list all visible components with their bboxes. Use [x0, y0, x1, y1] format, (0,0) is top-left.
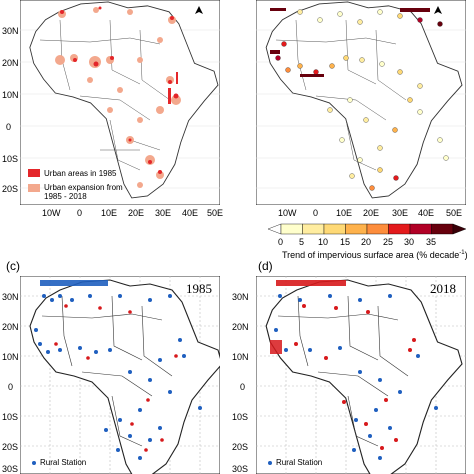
colorbar-title: Trend of impervious surface area (% deca…	[282, 250, 468, 260]
b-lon-20e: 20E	[363, 208, 380, 218]
north-arrow-a	[195, 6, 203, 14]
c-lat-30s: 30S	[2, 464, 19, 474]
panel-a-borders	[39, 19, 171, 171]
cbar-tick-5: 5	[299, 237, 305, 247]
d-lat-20s: 20S	[232, 442, 249, 452]
legend-c-rural-marker	[32, 461, 36, 465]
a-lon-10e: 10E	[101, 208, 118, 218]
a-lat-0: 0	[6, 122, 12, 132]
legend-c-rural-label: Rural Station	[40, 458, 87, 467]
b-lon-50e: 50E	[446, 208, 463, 218]
d-lat-10s: 10S	[232, 412, 249, 422]
cbar-tick-20: 20	[361, 237, 372, 247]
c-lat-20n: 20N	[2, 322, 19, 332]
b-lon-0: 0	[313, 208, 319, 218]
legend-a-urban-label: Urban areas in 1985	[44, 169, 117, 178]
legend-a-expansion-swatch	[28, 184, 40, 192]
d-lat-30s: 30S	[232, 464, 249, 474]
a-lon-50e: 50E	[207, 208, 224, 218]
c-lat-10n: 10N	[2, 352, 19, 362]
panel-c-map	[20, 276, 220, 474]
d-lat-10n: 10N	[232, 352, 249, 362]
a-lon-30e: 30E	[155, 208, 172, 218]
c-lat-10s: 10S	[2, 412, 19, 422]
b-lon-30e: 30E	[392, 208, 409, 218]
a-lat-10s: 10S	[2, 154, 19, 164]
b-lon-40e: 40E	[418, 208, 435, 218]
panel-c-label: (c)	[6, 259, 20, 273]
cbar-tick-15: 15	[340, 237, 351, 247]
panel-b-trend-points	[275, 9, 449, 191]
d-lat-0: 0	[240, 382, 246, 392]
colorbar-title-main: Trend of impervious surface area (% deca…	[282, 250, 460, 260]
d-lat-20n: 20N	[232, 322, 249, 332]
a-lon-20e: 20E	[128, 208, 145, 218]
c-lat-30n: 30N	[2, 292, 19, 302]
panel-d-map	[256, 276, 466, 474]
legend-d-rural-marker	[268, 461, 272, 465]
cbar-tick-0: 0	[278, 237, 284, 247]
panel-c-rural-stations	[34, 280, 202, 460]
panel-a-urban	[60, 6, 179, 174]
a-lat-10n: 10N	[2, 90, 19, 100]
colorbar-title-end: )	[464, 250, 468, 260]
panel-b-map	[256, 0, 466, 205]
panel-c-urban-stations	[54, 304, 178, 452]
cbar-tick-25: 25	[383, 237, 394, 247]
panel-b-hotspots	[270, 8, 430, 77]
a-lon-40e: 40E	[182, 208, 199, 218]
a-lon-0: 0	[77, 208, 83, 218]
legend-d-rural-label: Rural Station	[276, 458, 323, 467]
panel-c-year: 1985	[186, 281, 212, 296]
panel-d-rural-stations	[274, 294, 438, 460]
cbar-tick-35: 35	[426, 237, 437, 247]
legend-a-expansion-label: Urban expansion from 1985 - 2018	[44, 183, 123, 202]
b-lon-10e: 10E	[336, 208, 353, 218]
a-lon-10w: 10W	[42, 208, 61, 218]
cbar-tick-10: 10	[318, 237, 329, 247]
a-lat-20s: 20S	[2, 184, 19, 194]
b-lon-10w: 10W	[278, 208, 297, 218]
a-lat-30n: 30N	[2, 26, 19, 36]
colorbar-title-sup: -1	[459, 250, 465, 256]
panel-d-label: (d)	[258, 259, 273, 273]
c-lat-20s: 20S	[2, 442, 19, 452]
panel-a-map	[20, 0, 220, 205]
colorbar	[267, 223, 467, 235]
a-lat-20n: 20N	[2, 58, 19, 68]
panel-d-year: 2018	[430, 281, 456, 296]
panel-d-urban-stations	[270, 280, 416, 450]
cbar-tick-30: 30	[404, 237, 415, 247]
legend-a-urban-swatch	[28, 169, 40, 177]
d-lat-30n: 30N	[232, 292, 249, 302]
c-lat-0: 0	[8, 382, 14, 392]
